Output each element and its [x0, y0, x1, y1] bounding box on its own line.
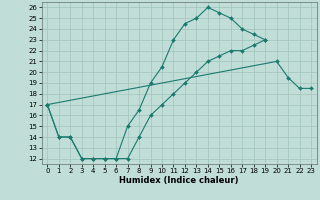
X-axis label: Humidex (Indice chaleur): Humidex (Indice chaleur) [119, 176, 239, 185]
